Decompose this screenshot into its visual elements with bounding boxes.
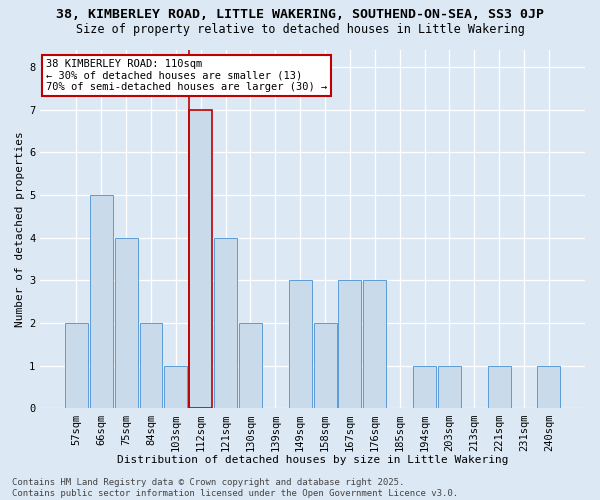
Bar (314, 323, 337, 408)
Y-axis label: Number of detached properties: Number of detached properties (15, 132, 25, 327)
Bar (115, 238, 137, 408)
Bar (164, 366, 187, 408)
Bar (338, 280, 361, 408)
Text: Size of property relative to detached houses in Little Wakering: Size of property relative to detached ho… (76, 22, 524, 36)
Bar (239, 323, 262, 408)
Bar (438, 366, 461, 408)
X-axis label: Distribution of detached houses by size in Little Wakering: Distribution of detached houses by size … (117, 455, 508, 465)
Text: 38, KIMBERLEY ROAD, LITTLE WAKERING, SOUTHEND-ON-SEA, SS3 0JP: 38, KIMBERLEY ROAD, LITTLE WAKERING, SOU… (56, 8, 544, 20)
Bar (413, 366, 436, 408)
Bar (90, 195, 113, 408)
Text: Contains HM Land Registry data © Crown copyright and database right 2025.
Contai: Contains HM Land Registry data © Crown c… (12, 478, 458, 498)
Bar (289, 280, 311, 408)
Bar (190, 110, 212, 408)
Bar (538, 366, 560, 408)
Bar (140, 323, 163, 408)
Bar (488, 366, 511, 408)
Bar (214, 238, 237, 408)
Text: 38 KIMBERLEY ROAD: 110sqm
← 30% of detached houses are smaller (13)
70% of semi-: 38 KIMBERLEY ROAD: 110sqm ← 30% of detac… (46, 59, 327, 92)
Bar (364, 280, 386, 408)
Bar (65, 323, 88, 408)
